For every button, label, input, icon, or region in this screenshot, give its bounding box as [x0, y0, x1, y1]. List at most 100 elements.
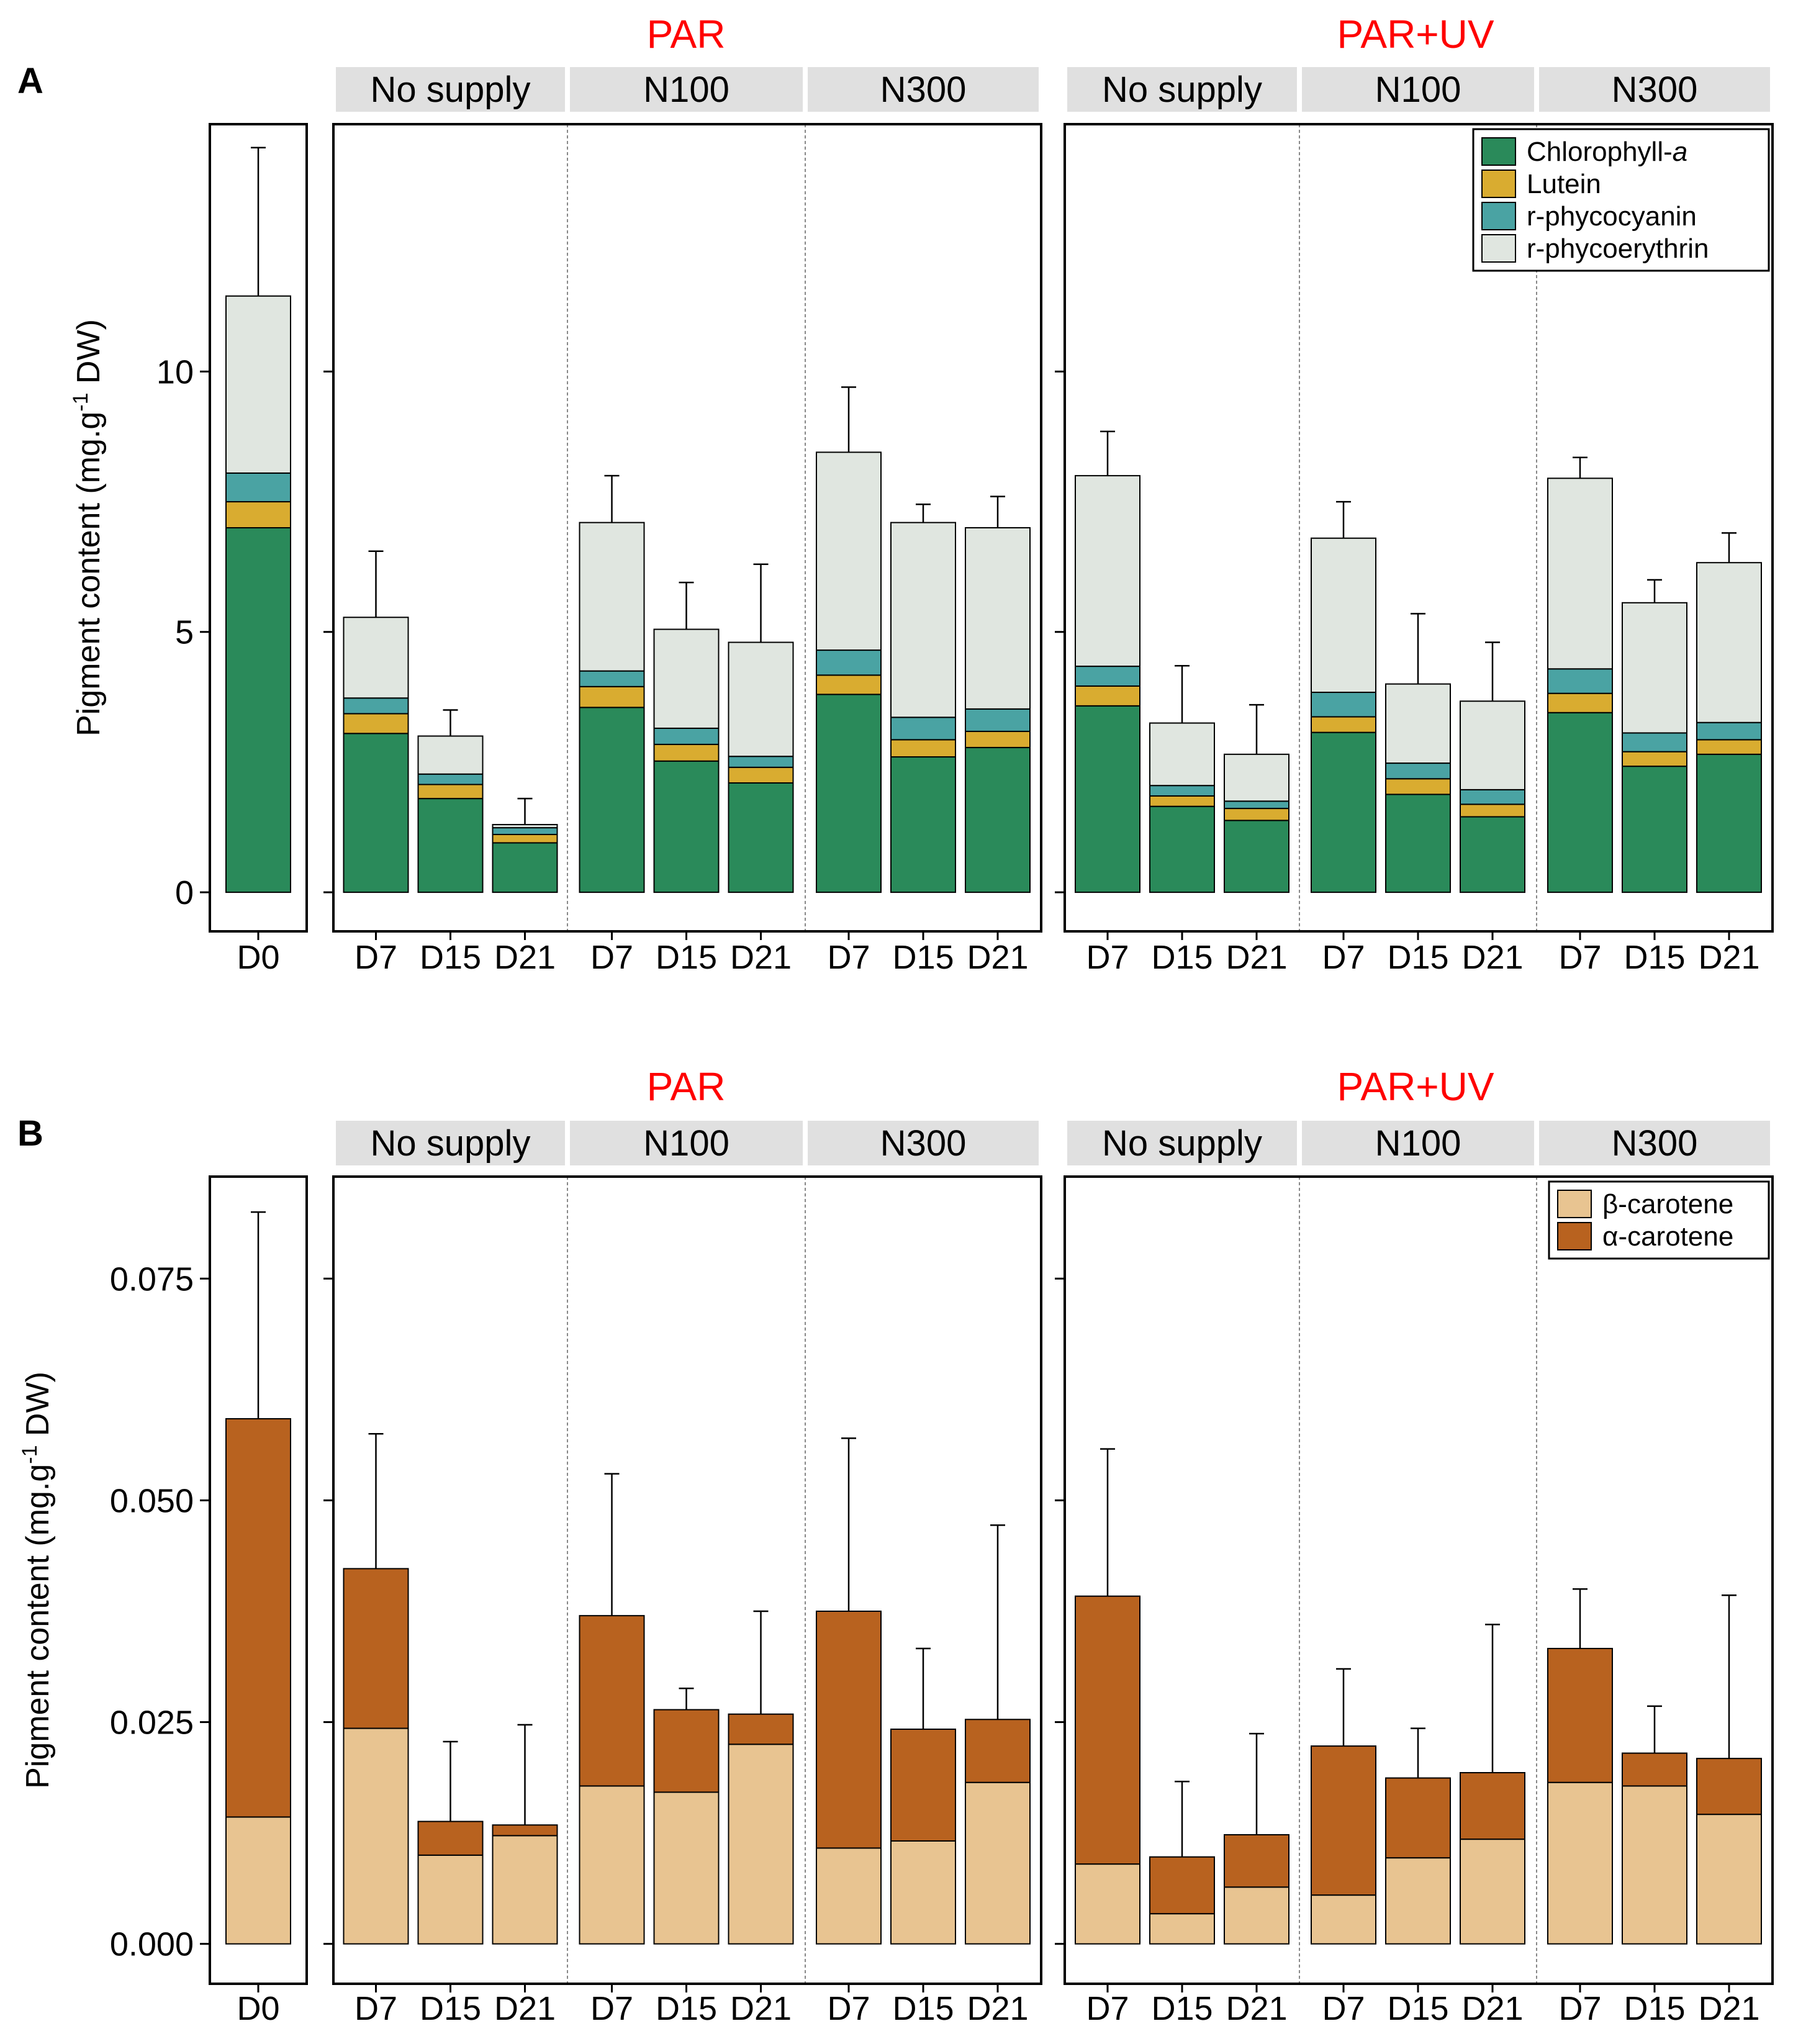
bar-segment-lutein — [653, 743, 720, 762]
x-tick-label: D21 — [967, 939, 1028, 976]
legend-label-chlorophyll: Chlorophyll-a — [1527, 137, 1687, 167]
bar-segment-alpha — [1696, 1758, 1762, 1816]
bar-segment-phycocyanin — [1149, 785, 1215, 797]
y-axis-label: Pigment content (mg.g-1 DW) — [69, 319, 107, 736]
x-tick-label: D7 — [590, 939, 633, 976]
legend-box — [1472, 128, 1770, 272]
bar-d21 — [1696, 532, 1762, 893]
bar-segment-alpha — [890, 1729, 956, 1842]
bar-segment-chlorophyll — [417, 798, 484, 893]
bar-segment-phycocyanin — [225, 472, 291, 503]
bar-segment-phycocyanin — [890, 717, 956, 741]
x-tick-label: D0 — [237, 1990, 279, 2027]
bar-d7 — [579, 474, 645, 893]
x-tick-label: D0 — [237, 939, 279, 976]
legend-label-alpha: α-carotene — [1602, 1221, 1733, 1252]
bar-segment-alpha — [965, 1719, 1031, 1783]
bar-segment-alpha — [343, 1568, 409, 1729]
bar-d7 — [1547, 456, 1613, 893]
facet-strip — [1067, 67, 1297, 112]
bar-segment-chlorophyll — [653, 760, 720, 893]
bar-segment-phycocyanin — [1385, 762, 1451, 780]
bar-segment-beta — [1696, 1814, 1762, 1945]
y-axis-label-main: Pigment content (mg.g — [71, 412, 107, 736]
bar-segment-alpha — [1224, 1834, 1289, 1888]
bar-d21 — [965, 1524, 1031, 1945]
x-tick-label: D21 — [1226, 939, 1287, 976]
bar-segment-chlorophyll — [890, 756, 956, 893]
bar-segment-beta — [653, 1791, 720, 1945]
x-tick-label: D7 — [1322, 1990, 1365, 2027]
bar-segment-lutein — [816, 674, 882, 695]
bar-segment-lutein — [1224, 808, 1289, 821]
legend-label-lutein: Lutein — [1527, 169, 1601, 199]
bar-segment-beta — [1460, 1838, 1525, 1945]
bar-d15 — [890, 504, 956, 893]
x-tick-label: D15 — [656, 939, 717, 976]
bar-d21 — [492, 797, 558, 893]
bar-segment-phycoerythrin — [343, 617, 409, 699]
legend-swatch-chlorophyll — [1481, 137, 1516, 166]
facet-strip — [336, 67, 565, 112]
bar-segment-phycocyanin — [343, 697, 409, 715]
bar-d7 — [343, 550, 409, 893]
x-tick-label: D15 — [1387, 939, 1448, 976]
bar-segment-chlorophyll — [1075, 705, 1140, 893]
bar-segment-beta — [343, 1727, 409, 1945]
bar-segment-phycocyanin — [728, 756, 794, 768]
x-tick-label: D7 — [590, 1990, 633, 2027]
legend-label-text: Lutein — [1527, 169, 1601, 199]
bar-segment-phycoerythrin — [1149, 722, 1215, 787]
y-tick-label: 0.000 — [110, 1926, 194, 1963]
legend: Chlorophyll-aLuteinr-phycocyaninr-phycoe… — [1472, 128, 1770, 272]
bar-segment-phycoerythrin — [225, 295, 291, 474]
facet-strip-label: N300 — [1612, 1123, 1698, 1164]
bar-segment-alpha — [1547, 1648, 1613, 1783]
bar-d15 — [1622, 1705, 1687, 1945]
bar-d7 — [816, 386, 882, 893]
y-axis-label-sup: -1 — [18, 1445, 42, 1464]
legend-label-text: Chlorophyll- — [1527, 137, 1673, 167]
bar-segment-lutein — [728, 766, 794, 784]
bar-segment-alpha — [492, 1824, 558, 1837]
bar-d7 — [1547, 1588, 1613, 1945]
bar-segment-beta — [1149, 1913, 1215, 1945]
legend-label-phycocyanin: r-phycocyanin — [1527, 201, 1697, 232]
condition-title: PAR — [647, 12, 726, 57]
condition-panel-par-uv: PAR+UV No supply D7 D15 D21 N100 D7 D15 D21 N300 D… — [1055, 1064, 1774, 2027]
bar-segment-phycocyanin — [1547, 668, 1613, 694]
bar-segment-chlorophyll — [343, 733, 409, 893]
facet-strip-label: N300 — [1612, 70, 1698, 110]
bar-segment-phycoerythrin — [579, 522, 645, 672]
bar-segment-phycoerythrin — [492, 824, 558, 829]
facet-strip-label: N100 — [643, 1123, 729, 1164]
bar-d7 — [1311, 1668, 1376, 1945]
bar-segment-phycoerythrin — [1460, 700, 1525, 790]
x-tick-label: D7 — [827, 1990, 870, 2027]
bar-segment-lutein — [1696, 739, 1762, 755]
bar-d15 — [1622, 579, 1687, 893]
condition-panel-par: PAR No supply D7 D15 D21 N100 D7 D15 D21 N300 D7 D1… — [323, 12, 1042, 976]
bar-segment-alpha — [728, 1713, 794, 1745]
legend-label-text: α-carotene — [1602, 1221, 1733, 1252]
condition-title: PAR+UV — [1337, 1064, 1494, 1109]
facet-strip-label: No supply — [1102, 1123, 1262, 1164]
bar-segment-beta — [890, 1840, 956, 1945]
facet-strip-label: No supply — [371, 70, 531, 110]
bar-segment-lutein — [579, 685, 645, 708]
legend-label-italic: a — [1673, 137, 1687, 167]
bar-d15 — [653, 581, 720, 893]
legend-swatch-beta — [1557, 1190, 1592, 1218]
bar-segment-lutein — [1075, 685, 1140, 707]
facet-strip-label: N100 — [643, 70, 729, 110]
bar-d7 — [343, 1433, 409, 1945]
bar-segment-chlorophyll — [492, 842, 558, 893]
bar-segment-lutein — [492, 834, 558, 844]
facet-strip-label: N300 — [880, 70, 967, 110]
bar-segment-beta — [1385, 1857, 1451, 1945]
bar-segment-chlorophyll — [225, 527, 291, 893]
facet-strip — [570, 1121, 803, 1165]
x-tick-label: D21 — [1461, 1990, 1523, 2027]
bar-segment-chlorophyll — [1460, 816, 1525, 893]
